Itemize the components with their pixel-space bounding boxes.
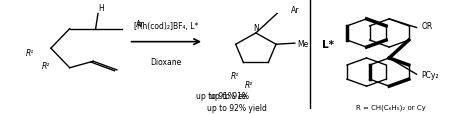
Text: OR: OR: [421, 22, 432, 31]
Text: up to 91%: up to 91%: [210, 92, 251, 101]
Text: R²: R²: [42, 62, 50, 70]
Text: Ar: Ar: [291, 6, 300, 14]
Text: H: H: [99, 4, 104, 13]
Text: R¹: R¹: [26, 49, 34, 58]
Text: N: N: [253, 24, 259, 33]
Text: R¹: R¹: [230, 71, 239, 80]
Text: up to 92% yield: up to 92% yield: [207, 104, 267, 112]
Text: R = CH(C₆H₅)₂ or Cy: R = CH(C₆H₅)₂ or Cy: [356, 104, 426, 110]
Text: L*: L*: [322, 39, 334, 49]
Text: R²: R²: [245, 80, 253, 89]
Text: PCy₂: PCy₂: [421, 70, 439, 79]
Text: Dioxane: Dioxane: [151, 57, 182, 66]
Text: [Rh(cod)₂]BF₄, L*: [Rh(cod)₂]BF₄, L*: [134, 22, 199, 31]
Text: ee: ee: [238, 92, 247, 101]
Text: Ar: Ar: [136, 19, 144, 28]
Text: up to 91%: up to 91%: [196, 92, 237, 101]
Text: Me: Me: [297, 39, 309, 48]
